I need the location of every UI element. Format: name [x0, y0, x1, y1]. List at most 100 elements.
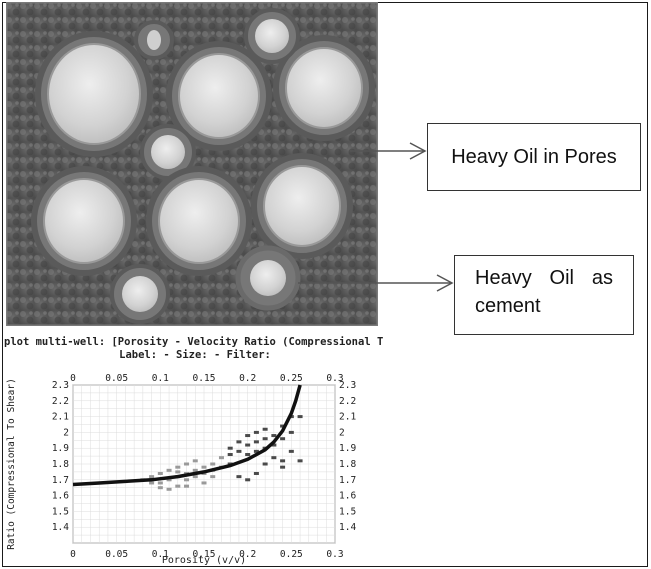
- scatter-point: [157, 486, 163, 490]
- grain-small-bottom-1: [110, 264, 170, 324]
- callout-heavy-oil-pores: Heavy Oil in Pores: [427, 123, 641, 191]
- y-tick-label-right: 1.6: [339, 491, 356, 502]
- grain-large-4: [31, 166, 137, 276]
- x-tick-label-bottom: 0.3: [326, 549, 343, 560]
- scatter-point: [271, 434, 277, 438]
- scatter-point: [210, 462, 216, 466]
- y-tick-label-left: 2: [63, 427, 69, 438]
- grid-lines: [72, 384, 336, 544]
- scatter-point: [218, 456, 224, 460]
- x-tick-label-bottom: 0.05: [105, 549, 128, 560]
- grain-small-mid: [140, 124, 196, 180]
- axis-ticks: 0 0 0.05 0.05 0.1 0.1 0.15 0.15 0.2 0.2 0.25 0.25 0.…: [52, 373, 357, 560]
- y-axis-label: Ratio (Compressional To Shear): [6, 378, 17, 550]
- scatter-point: [245, 478, 251, 482]
- scatter-point: [184, 484, 190, 488]
- scatter-point: [297, 415, 303, 419]
- scatter-point: [210, 475, 216, 479]
- scatter-point: [166, 487, 172, 491]
- pore-micrograph: [6, 2, 378, 326]
- y-tick-label-right: 1.9: [339, 443, 356, 454]
- scatter-point: [280, 424, 286, 428]
- scatter-point: [184, 478, 190, 482]
- scatter-point: [175, 484, 181, 488]
- y-tick-label-left: 1.7: [52, 475, 69, 486]
- scatter-point: [157, 481, 163, 485]
- grain-large-6: [251, 153, 353, 259]
- y-tick-label-left: 1.9: [52, 443, 69, 454]
- x-tick-label-top: 0.15: [193, 373, 216, 384]
- x-tick-label-bottom: 0.25: [280, 549, 303, 560]
- scatter-point: [288, 449, 294, 453]
- y-tick-label-right: 1.7: [339, 475, 356, 486]
- y-tick-label-right: 2.2: [339, 396, 356, 407]
- scatter-point: [201, 465, 207, 469]
- scatter-point: [192, 475, 198, 479]
- scatter-point: [201, 481, 207, 485]
- callout-cement-line2: cement: [475, 295, 541, 317]
- scatter-point: [245, 443, 251, 447]
- scatter-point: [262, 462, 268, 466]
- scatter-point: [245, 453, 251, 457]
- scatter-point: [184, 462, 190, 466]
- x-tick-label-top: 0.05: [105, 373, 128, 384]
- trend-curve: [72, 384, 302, 487]
- scatter-point: [288, 430, 294, 434]
- y-tick-label-right: 1.4: [339, 522, 356, 533]
- grain-large-1: [35, 31, 153, 157]
- grain-large-3: [273, 35, 375, 141]
- x-tick-label-bottom: 0.15: [193, 549, 216, 560]
- scatter-point: [227, 453, 233, 457]
- callout-heavy-oil-cement: Heavy Oil as cement: [454, 255, 634, 335]
- y-tick-label-left: 1.8: [52, 459, 69, 470]
- x-tick-label-bottom: 0.1: [152, 549, 169, 560]
- x-tick-label-top: 0.3: [326, 373, 343, 384]
- scatter-point: [245, 434, 251, 438]
- grain-small-top-2: [244, 8, 300, 64]
- chart-subtitle: Label: - Size: - Filter:: [119, 349, 271, 361]
- y-tick-label-left: 1.6: [52, 491, 69, 502]
- y-tick-label-right: 2.1: [339, 412, 356, 423]
- arrow-pores: [350, 142, 427, 160]
- y-tick-label-left: 2.1: [52, 412, 69, 423]
- scatter-point: [262, 427, 268, 431]
- scatter-point: [149, 475, 155, 479]
- scatter-point: [175, 465, 181, 469]
- callout-pores-text: Heavy Oil in Pores: [451, 145, 617, 168]
- scatter-point: [253, 449, 259, 453]
- y-tick-label-left: 1.4: [52, 522, 69, 533]
- callout-cement-line1: Heavy Oil as: [475, 267, 613, 289]
- scatter-point: [166, 478, 172, 482]
- y-tick-label-left: 2.2: [52, 396, 69, 407]
- scatter-point: [262, 437, 268, 441]
- scatter-point: [157, 471, 163, 475]
- grain-small-top-1: [134, 20, 174, 60]
- arrow-cement: [298, 274, 454, 292]
- scatter-point: [236, 440, 242, 444]
- scatter-point: [280, 459, 286, 463]
- scatter-point: [149, 481, 155, 485]
- scatter-point: [280, 465, 286, 469]
- scatter-point: [175, 470, 181, 474]
- y-tick-label-right: 2: [339, 427, 345, 438]
- x-axis-label: Porosity (v/v): [162, 555, 246, 566]
- y-tick-label-left: 1.5: [52, 506, 69, 517]
- grain-large-5: [146, 166, 252, 276]
- x-tick-label-top: 0.2: [239, 373, 256, 384]
- x-tick-label-bottom: 0: [70, 549, 76, 560]
- scatter-point: [253, 440, 259, 444]
- y-tick-label-right: 2.3: [339, 380, 356, 391]
- grain-large-2: [166, 41, 272, 151]
- y-tick-label-right: 1.5: [339, 506, 356, 517]
- scatter-point: [192, 459, 198, 463]
- scatter-point: [253, 471, 259, 475]
- chart-title: plot multi-well: [Porosity - Velocity Ra…: [4, 336, 383, 348]
- scatter-point: [271, 443, 277, 447]
- scatter-point: [227, 446, 233, 450]
- scatter-point: [253, 430, 259, 434]
- scatter-point: [297, 459, 303, 463]
- x-tick-label-bottom: 0.2: [239, 549, 256, 560]
- y-tick-label-right: 1.8: [339, 459, 356, 470]
